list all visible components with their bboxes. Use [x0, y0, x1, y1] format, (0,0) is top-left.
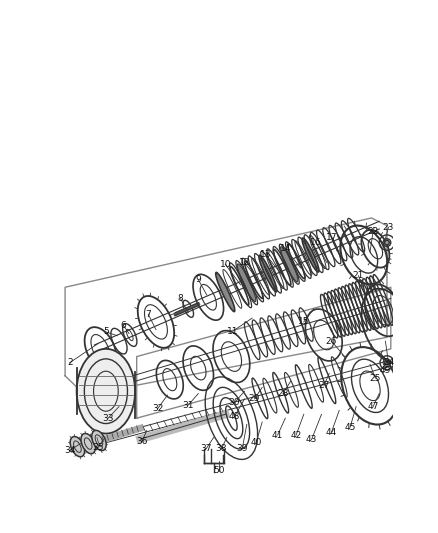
Text: 50: 50 — [213, 466, 225, 475]
Text: 23: 23 — [383, 223, 394, 232]
Text: 43: 43 — [306, 435, 317, 444]
Text: 25: 25 — [370, 374, 381, 383]
Text: 5: 5 — [103, 327, 109, 336]
Text: 14: 14 — [279, 244, 291, 253]
Text: 37: 37 — [200, 445, 212, 454]
Text: 32: 32 — [152, 405, 163, 414]
Text: 38: 38 — [215, 445, 227, 454]
Text: 21: 21 — [353, 271, 364, 280]
Text: 22: 22 — [367, 227, 379, 236]
Text: 17: 17 — [326, 233, 337, 243]
Text: 12: 12 — [239, 258, 250, 267]
Text: 7: 7 — [145, 310, 151, 319]
Ellipse shape — [216, 272, 235, 312]
Text: 13: 13 — [260, 251, 272, 260]
Text: 2: 2 — [67, 358, 73, 367]
Text: 6: 6 — [121, 321, 127, 330]
Ellipse shape — [237, 264, 256, 302]
Ellipse shape — [302, 238, 319, 272]
Ellipse shape — [281, 247, 298, 282]
Text: 26: 26 — [326, 337, 337, 346]
Circle shape — [385, 240, 389, 245]
Text: 33: 33 — [102, 414, 114, 423]
Text: 39: 39 — [237, 445, 248, 454]
Ellipse shape — [259, 255, 277, 292]
Text: 35: 35 — [92, 443, 104, 452]
Text: 42: 42 — [290, 431, 302, 440]
Ellipse shape — [81, 433, 95, 454]
Text: 40: 40 — [251, 438, 262, 447]
Text: 10: 10 — [219, 260, 231, 269]
Text: 27: 27 — [318, 381, 329, 390]
Text: 11: 11 — [227, 327, 239, 336]
Circle shape — [385, 360, 389, 365]
Text: 31: 31 — [183, 401, 194, 409]
Ellipse shape — [92, 430, 106, 450]
Text: 34: 34 — [64, 446, 75, 455]
Text: 48: 48 — [229, 412, 240, 421]
Text: 9: 9 — [195, 275, 201, 284]
Ellipse shape — [70, 437, 85, 457]
Text: 28: 28 — [277, 389, 289, 398]
Text: 45: 45 — [344, 423, 356, 432]
Text: 30: 30 — [229, 398, 240, 407]
Text: 15: 15 — [298, 318, 310, 326]
Text: 36: 36 — [136, 437, 148, 446]
Text: 16: 16 — [311, 238, 322, 247]
Ellipse shape — [77, 349, 135, 433]
Text: 8: 8 — [178, 294, 184, 303]
Text: 29: 29 — [249, 394, 260, 403]
Text: 47: 47 — [367, 402, 379, 411]
Text: 24: 24 — [383, 358, 394, 367]
Text: 44: 44 — [326, 427, 337, 437]
Text: 49: 49 — [380, 366, 391, 375]
Text: 41: 41 — [272, 431, 283, 440]
